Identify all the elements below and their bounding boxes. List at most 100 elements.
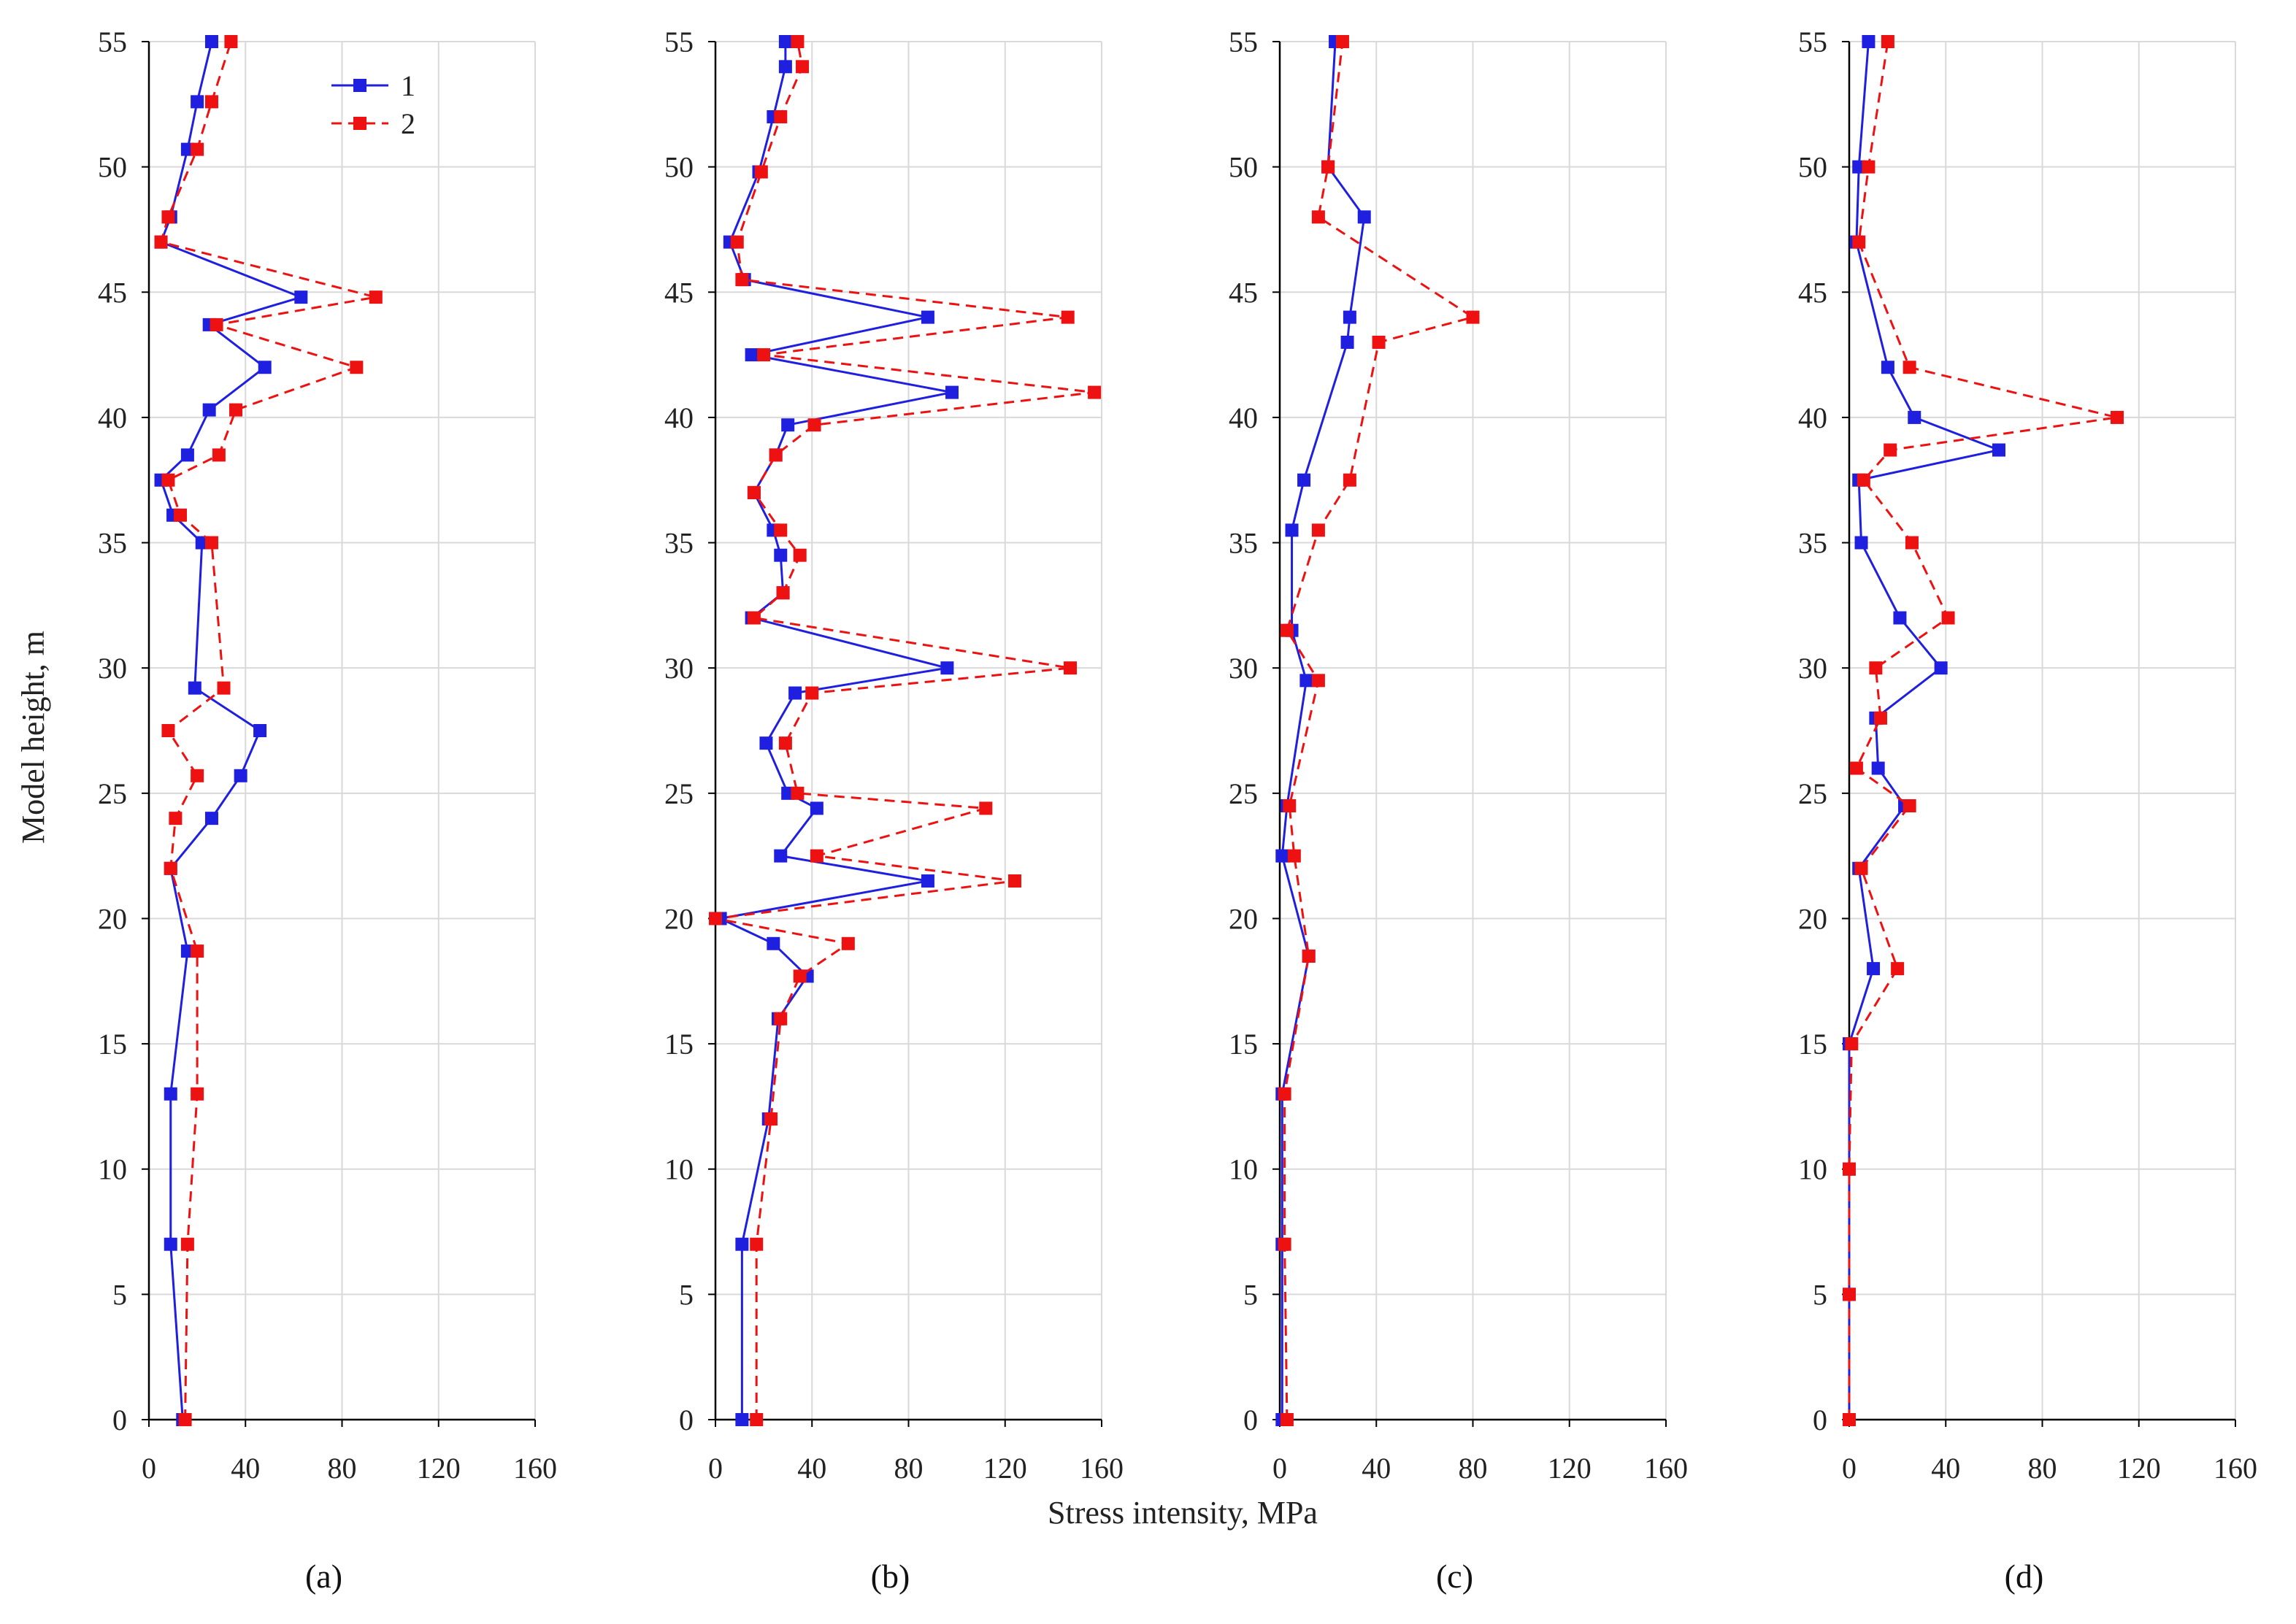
series-1-point (788, 686, 802, 700)
y-tick-label: 50 (1798, 151, 1827, 184)
series-1-point (767, 936, 780, 950)
y-tick-label: 50 (664, 151, 694, 184)
y-tick-label: 15 (664, 1028, 694, 1061)
series-1-point (1881, 361, 1894, 374)
panel-label: (c) (1436, 1558, 1473, 1595)
y-tick-label: 10 (1798, 1153, 1827, 1186)
legend-marker-2 (353, 117, 366, 130)
series-2-point (1064, 661, 1078, 675)
x-tick-label: 80 (328, 1452, 357, 1485)
y-tick-label: 20 (1798, 902, 1827, 935)
series-1-point (735, 1237, 749, 1251)
series-2-point (1854, 861, 1868, 875)
series-1-point (234, 769, 247, 782)
series-2-point (754, 165, 768, 179)
series-1-point (253, 724, 267, 737)
series-2-point (1280, 623, 1294, 637)
series-2-point (793, 969, 807, 983)
series-1-point (810, 801, 823, 815)
x-tick-label: 80 (894, 1452, 924, 1485)
y-tick-label: 20 (664, 902, 694, 935)
series-1-point (759, 736, 773, 750)
series-2-point (204, 536, 218, 550)
series-2-point (1843, 1288, 1856, 1301)
x-tick-label: 80 (2028, 1452, 2057, 1485)
series-1-line (1281, 41, 1366, 1420)
x-tick-label: 40 (1362, 1452, 1391, 1485)
y-tick-label: 50 (98, 151, 127, 184)
series-2-point (747, 485, 761, 499)
y-tick-label: 25 (1229, 777, 1258, 810)
series-1-point (1340, 335, 1354, 349)
legend-label-2: 2 (401, 107, 415, 140)
x-tick-label: 40 (797, 1452, 826, 1485)
y-tick-label: 15 (1229, 1028, 1258, 1061)
series-2-point (735, 273, 749, 287)
series-2-point (180, 1237, 194, 1251)
x-tick-label: 120 (2117, 1452, 2161, 1485)
series-1-point (1275, 849, 1289, 863)
series-2-line (1283, 41, 1474, 1420)
series-1-point (258, 361, 272, 374)
series-2-point (1873, 711, 1887, 725)
series-2-point (1335, 35, 1349, 48)
y-tick-label: 45 (1798, 276, 1827, 309)
series-2-point (1466, 310, 1480, 324)
series-1-point (1893, 611, 1907, 625)
y-tick-label: 55 (98, 26, 127, 58)
y-tick-label: 5 (1813, 1278, 1827, 1311)
series-1-point (204, 35, 218, 48)
x-tick-label: 0 (142, 1452, 156, 1485)
y-tick-label: 45 (1229, 276, 1258, 309)
series-2-point (791, 35, 805, 48)
series-2-point (764, 1112, 778, 1126)
series-1-point (735, 1413, 749, 1426)
series-2-point (161, 210, 175, 224)
y-tick-label: 35 (1798, 527, 1827, 560)
series-2-point (224, 35, 238, 48)
series-1-point (188, 681, 201, 695)
series-2-point (793, 548, 807, 562)
series-1-point (1285, 523, 1299, 537)
series-1-point (191, 95, 204, 109)
y-tick-label: 25 (1798, 777, 1827, 810)
series-2-point (750, 1413, 764, 1426)
series-2-point (747, 611, 761, 625)
y-tick-label: 35 (664, 527, 694, 560)
series-2-point (1088, 385, 1102, 399)
series-2-point (841, 936, 855, 950)
series-2-point (1278, 1237, 1291, 1251)
series-2-point (1845, 1037, 1859, 1051)
series-2-point (1311, 523, 1325, 537)
series-1-point (1871, 761, 1885, 775)
series-1-point (1992, 443, 2005, 457)
series-2-point (791, 786, 805, 800)
series-2-point (161, 724, 175, 737)
series-2-point (191, 944, 204, 958)
x-tick-label: 80 (1459, 1452, 1488, 1485)
series-2-point (1283, 798, 1297, 812)
x-tick-label: 40 (1931, 1452, 1960, 1485)
series-2-point (173, 508, 187, 522)
series-1-point (781, 418, 795, 432)
series-2-point (154, 235, 168, 249)
y-tick-label: 55 (1798, 26, 1827, 58)
y-tick-label: 20 (1229, 902, 1258, 935)
series-1-line (719, 42, 953, 1420)
series-2-point (191, 769, 204, 782)
series-2-point (369, 290, 383, 304)
series-2-point (212, 448, 226, 462)
series-1-point (164, 1237, 177, 1251)
series-2-point (1278, 1087, 1291, 1101)
series-2-point (750, 1237, 764, 1251)
y-tick-label: 5 (1243, 1278, 1258, 1311)
y-tick-label: 40 (1798, 401, 1827, 434)
series-2-point (161, 473, 175, 487)
series-2-point (1287, 849, 1301, 863)
series-2-point (805, 686, 819, 700)
series-2-point (210, 318, 223, 331)
y-tick-label: 45 (98, 276, 127, 309)
series-2-point (774, 109, 788, 123)
series-2-point (1843, 1162, 1856, 1176)
series-2-point (709, 912, 722, 925)
